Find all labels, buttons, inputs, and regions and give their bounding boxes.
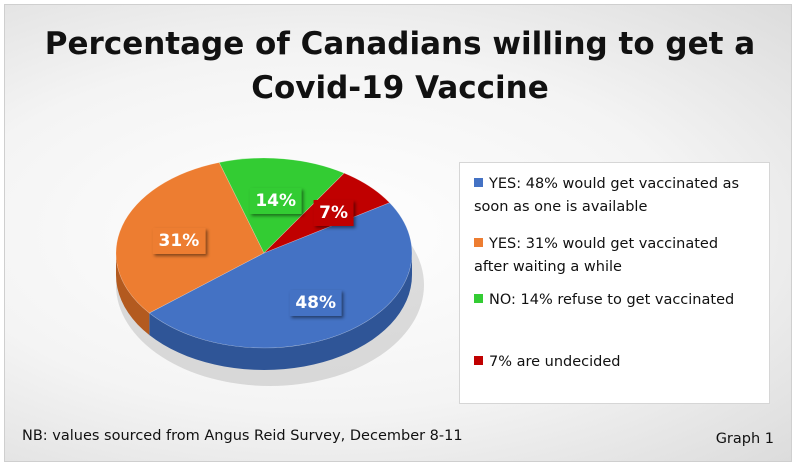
legend: YES: 48% would get vaccinated as soon as… [459, 162, 770, 404]
legend-swatch-yes-later [474, 238, 483, 247]
data-label-2: 14% [249, 187, 303, 214]
chart-title-line-2: Covid-19 Vaccine [251, 70, 549, 106]
chart-title-line-1: Percentage of Canadians willing to get a [44, 26, 756, 62]
legend-swatch-undecided [474, 356, 483, 365]
legend-text: NO: 14% refuse to get vaccinated [489, 292, 735, 308]
legend-item-yes-now: YES: 48% would get vaccinated as soon as… [474, 173, 764, 219]
source-note: NB: values sourced from Angus Reid Surve… [22, 428, 463, 444]
legend-text: 7% are undecided [489, 354, 621, 370]
data-label-3: 7% [313, 200, 355, 226]
legend-text: YES: 48% would get vaccinated as [489, 176, 740, 192]
legend-swatch-yes-now [474, 178, 483, 187]
legend-text: after waiting a while [474, 259, 622, 275]
legend-item-no: NO: 14% refuse to get vaccinated [474, 289, 764, 312]
legend-text: YES: 31% would get vaccinated [489, 236, 719, 252]
legend-item-undecided: 7% are undecided [474, 351, 764, 374]
legend-swatch-no [474, 294, 483, 303]
data-label-0: 48% [289, 290, 343, 317]
data-label-1: 31% [152, 227, 206, 254]
pie-slice-0 [148, 202, 413, 349]
pie-side-0 [149, 253, 412, 370]
legend-item-yes-later: YES: 31% would get vaccinated after wait… [474, 233, 764, 279]
pie-side-1 [116, 253, 150, 336]
legend-text: soon as one is available [474, 199, 648, 215]
chart-title: Percentage of Canadians willing to get a… [0, 22, 800, 110]
graph-label: Graph 1 [715, 431, 774, 447]
